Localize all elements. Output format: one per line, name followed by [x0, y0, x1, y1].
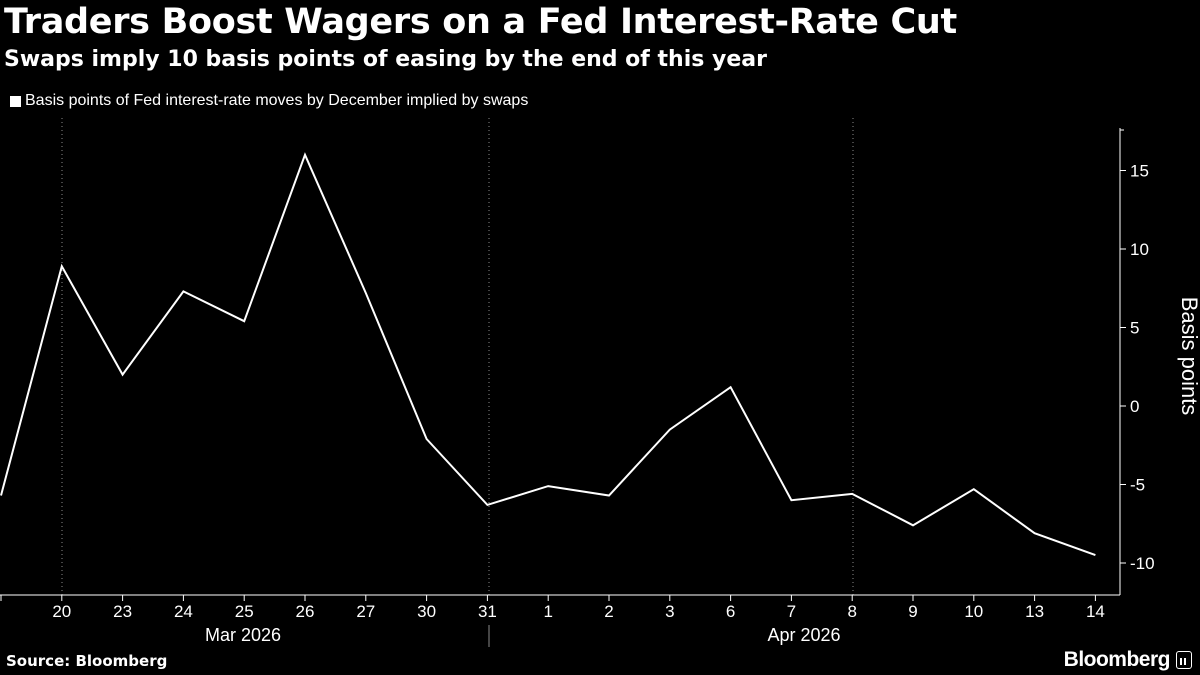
- x-tick-label: 24: [174, 602, 193, 621]
- x-tick-label: 9: [908, 602, 917, 621]
- legend-label: Basis points of Fed interest-rate moves …: [25, 92, 529, 109]
- y-axis-label: Basis points: [1177, 297, 1200, 416]
- chart-title: Traders Boost Wagers on a Fed Interest-R…: [4, 2, 957, 42]
- brand: Bloomberg: [1064, 648, 1192, 672]
- y-tick-label: -5: [1130, 476, 1145, 495]
- brand-name: Bloomberg: [1063, 648, 1171, 671]
- source-note: Source: Bloomberg: [6, 652, 168, 670]
- x-tick-label: 6: [726, 602, 735, 621]
- x-tick-label: 8: [847, 602, 856, 621]
- x-tick-label: 1: [543, 602, 552, 621]
- x-tick-label: 25: [235, 602, 254, 621]
- y-tick-label: 0: [1130, 397, 1139, 416]
- month-label: Apr 2026: [767, 625, 840, 645]
- x-tick-label: 10: [964, 602, 983, 621]
- x-tick-label: 7: [787, 602, 796, 621]
- y-tick-label: 10: [1130, 240, 1149, 259]
- x-tick-label: 20: [52, 602, 71, 621]
- legend-swatch: [10, 95, 21, 107]
- bloomberg-logo-icon: [1176, 651, 1192, 669]
- x-tick-label: 27: [356, 602, 375, 621]
- series-line: [0, 152, 1096, 557]
- x-tick-label: 31: [478, 602, 497, 621]
- chart-subtitle: Swaps imply 10 basis points of easing by…: [4, 47, 767, 72]
- x-tick-label: 26: [296, 602, 315, 621]
- x-tick-label: 2: [604, 602, 613, 621]
- x-tick-label: 30: [417, 602, 436, 621]
- y-tick-label: 5: [1130, 319, 1139, 338]
- x-tick-label: 14: [1086, 602, 1105, 621]
- x-tick-label: 3: [665, 602, 674, 621]
- y-tick-label: 15: [1130, 162, 1149, 181]
- y-tick-label: -10: [1130, 554, 1155, 573]
- x-tick-label: 13: [1025, 602, 1044, 621]
- legend: Basis points of Fed interest-rate moves …: [10, 92, 528, 110]
- month-label: Mar 2026: [205, 625, 281, 645]
- x-tick-label: 23: [113, 602, 132, 621]
